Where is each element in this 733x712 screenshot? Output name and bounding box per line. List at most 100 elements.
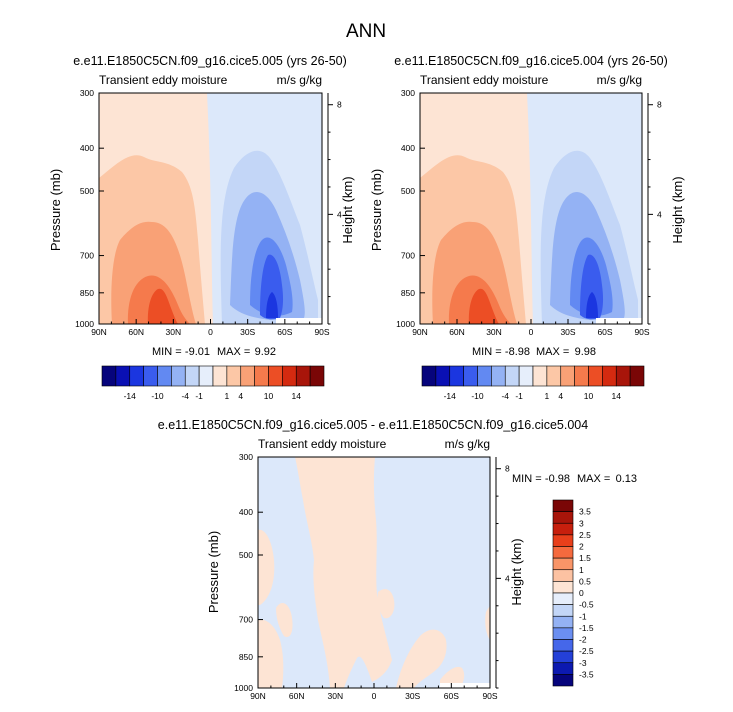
panel-1-colorbar-cell bbox=[101, 365, 117, 387]
panel-2-y-tick-label: 500 bbox=[401, 186, 415, 196]
panel-3-colorbar-cell bbox=[552, 569, 574, 582]
panel-3-title: e.e11.E1850C5CN.f09_g16.cice5.005 - e.e1… bbox=[158, 418, 588, 432]
panel-1-subtitle-left: Transient eddy moisture bbox=[99, 73, 228, 87]
panel-3-colorbar-label: -1 bbox=[579, 611, 587, 621]
panel-1-colorbar-cell bbox=[309, 365, 325, 387]
panel-2-x-tick-label: 60S bbox=[597, 327, 612, 337]
panel-3-x-tick-label: 0 bbox=[372, 691, 377, 701]
panel-2-right-tick-label: 4 bbox=[657, 209, 662, 219]
panel-1-colorbar-label: -1 bbox=[195, 391, 203, 401]
panel-1-colorbar-label: 14 bbox=[292, 391, 302, 401]
panel-2-right-tick-label: 8 bbox=[657, 100, 662, 110]
panel-2-colorbar-cell bbox=[477, 365, 492, 387]
panel-3-y-tick-label: 700 bbox=[239, 615, 253, 625]
panel-2-field bbox=[420, 93, 642, 324]
panel-3-colorbar-label: -3.5 bbox=[579, 669, 594, 679]
panel-1-x-tick-label: 0 bbox=[208, 327, 213, 337]
panel-3-colorbar-cell bbox=[552, 522, 574, 536]
panel-3-contour-pos-left-3 bbox=[276, 603, 293, 638]
panel-2-colorbar-label: 4 bbox=[558, 391, 563, 401]
panel-3-y-label: Pressure (mb) bbox=[206, 531, 221, 613]
panel-3-y-tick-label: 500 bbox=[239, 550, 253, 560]
panel-3-x-tick-label: 30S bbox=[405, 691, 420, 701]
panel-3-x-tick-label: 90N bbox=[250, 691, 266, 701]
panel-3-colorbar-label: -2.5 bbox=[579, 646, 594, 656]
panel-3-colorbar-label: 2.5 bbox=[579, 530, 591, 540]
panel-1-colorbar-cell bbox=[212, 365, 228, 387]
panel-3-colorbar-cell bbox=[552, 499, 574, 512]
panel-2-colorbar-label: 14 bbox=[612, 391, 622, 401]
panel-1-missing-region bbox=[276, 318, 322, 324]
panel-2-y-tick-label: 850 bbox=[401, 288, 415, 298]
panel-1-colorbar-label: -14 bbox=[124, 391, 137, 401]
panel-1-y-tick-label: 850 bbox=[80, 288, 94, 298]
panel-2-y-axis: 300 400 500 700 850 1000 8 4 bbox=[396, 88, 662, 329]
panel-3-x-tick-label: 30N bbox=[328, 691, 344, 701]
panel-3-colorbar-cell bbox=[552, 604, 574, 617]
panel-1-max-label: MAX = bbox=[217, 346, 250, 358]
panel-1-colorbar-cell bbox=[115, 365, 131, 387]
panel-2-colorbar-label: -4 bbox=[501, 391, 509, 401]
panel-2-subtitle-left: Transient eddy moisture bbox=[420, 73, 549, 87]
panel-1-y-tick-label: 1000 bbox=[75, 319, 94, 329]
panel-3-colorbar-cell bbox=[552, 615, 574, 629]
panel-3-y-tick-label: 400 bbox=[239, 507, 253, 517]
panel-2-x-tick-label: 30N bbox=[486, 327, 502, 337]
panel-3-colorbar-cell bbox=[552, 581, 574, 594]
panel-3-x-tick-label: 60N bbox=[289, 691, 305, 701]
panel-3-contour-pos-right-3 bbox=[485, 606, 490, 640]
panel-3-colorbar-label: 0.5 bbox=[579, 576, 591, 586]
panel-2-missing-region bbox=[596, 318, 642, 324]
panel-3-colorbar-label: 1 bbox=[579, 565, 584, 575]
panel-1-colorbar-cell bbox=[198, 365, 214, 387]
panel-3-contour-pos-left-2 bbox=[258, 619, 284, 688]
panel-1-colorbar: -14 -10 -4 -1 1 4 10 14 bbox=[101, 365, 325, 401]
panel-2-colorbar-label: -10 bbox=[471, 391, 484, 401]
panel-1-colorbar-cell bbox=[143, 365, 158, 387]
panel-2-colorbar-cell bbox=[602, 365, 617, 387]
panel-1-contour-neg-5 bbox=[266, 292, 278, 318]
panel-2-colorbar-cell bbox=[463, 365, 478, 387]
panel-2-colorbar-cell bbox=[574, 365, 589, 387]
panel-1-min-value: -9.01 bbox=[185, 346, 210, 358]
panel-3: e.e11.E1850C5CN.f09_g16.cice5.005 - e.e1… bbox=[158, 418, 637, 701]
panel-1-y-label-right: Height (km) bbox=[340, 176, 355, 243]
panel-1-colorbar-label: -4 bbox=[181, 391, 189, 401]
panel-3-contour-pos-left-1 bbox=[258, 529, 275, 605]
panel-3-colorbar-label: 2 bbox=[579, 542, 584, 552]
panel-3-colorbar-label: -2 bbox=[579, 635, 587, 645]
panel-1-right-tick-label: 8 bbox=[337, 100, 342, 110]
panel-1-colorbar-cell bbox=[240, 365, 255, 387]
panel-3-colorbar-cell bbox=[552, 557, 574, 571]
panel-2-x-tick-label: 90S bbox=[634, 327, 649, 337]
page-title: ANN bbox=[346, 21, 386, 42]
panel-3-colorbar-label: -1.5 bbox=[579, 623, 594, 633]
panel-3-x-tick-label: 60S bbox=[444, 691, 459, 701]
panel-2-title: e.e11.E1850C5CN.f09_g16.cice5.004 (yrs 2… bbox=[394, 54, 668, 68]
panel-1-colorbar-label: 4 bbox=[238, 391, 243, 401]
panel-3-subtitle-left: Transient eddy moisture bbox=[258, 437, 387, 451]
panel-2-colorbar-label: 10 bbox=[584, 391, 594, 401]
panel-2-colorbar-cell bbox=[518, 365, 534, 387]
panel-3-missing-region bbox=[440, 683, 490, 688]
panel-1-subtitle-right: m/s g/kg bbox=[277, 73, 322, 87]
panel-2-y-label-right: Height (km) bbox=[670, 176, 685, 243]
panel-2-min-value: -8.98 bbox=[505, 346, 530, 358]
panel-1-x-axis: 90N 60N 30N 0 30S 60S 90S bbox=[91, 319, 330, 337]
panel-3-max-value: 0.13 bbox=[616, 473, 637, 485]
panel-2-colorbar-label: -14 bbox=[444, 391, 457, 401]
panel-3-min-label: MIN = bbox=[512, 473, 542, 485]
panel-2-colorbar-cell bbox=[421, 365, 437, 387]
panel-2: e.e11.E1850C5CN.f09_g16.cice5.004 (yrs 2… bbox=[369, 54, 685, 401]
panel-1-contour-pos-4 bbox=[147, 288, 178, 324]
panel-3-y-tick-label: 850 bbox=[239, 652, 253, 662]
panel-3-x-tick-label: 90S bbox=[482, 691, 497, 701]
panel-1-contour-neg-4 bbox=[260, 254, 284, 320]
panel-3-colorbar-cell bbox=[552, 639, 574, 652]
panel-2-contour-neg-4 bbox=[580, 254, 604, 320]
panel-3-y-axis: 300 400 500 700 850 1000 8 4 bbox=[234, 452, 510, 693]
panel-2-colorbar-cell bbox=[491, 365, 506, 387]
panel-2-colorbar-cell bbox=[615, 365, 631, 387]
panel-1-min-label: MIN = bbox=[152, 346, 182, 358]
